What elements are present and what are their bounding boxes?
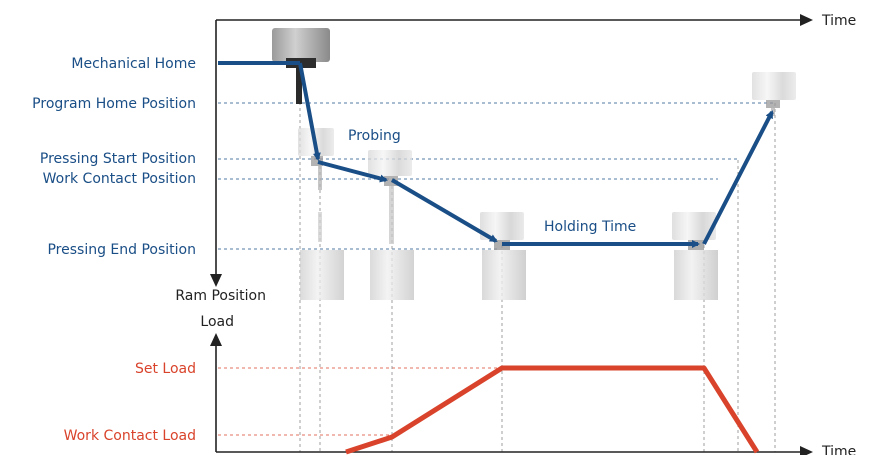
program-home-label: Program Home Position <box>32 96 196 112</box>
time-top-arrowhead <box>800 14 813 26</box>
position-segment-pressing <box>390 178 498 243</box>
position-segment-probing <box>317 160 388 183</box>
position-curve <box>218 61 774 248</box>
time-bottom-arrowhead <box>800 446 813 455</box>
set-load-label: Set Load <box>135 361 196 377</box>
ram-program-home <box>752 72 796 116</box>
load-axis-label: Load <box>200 314 234 330</box>
axes <box>215 19 800 453</box>
time-axis-top-label: Time <box>821 13 856 29</box>
work-contact-label: Work Contact Position <box>43 171 196 187</box>
load-curve <box>345 365 760 455</box>
axis-arrowheads <box>210 14 813 455</box>
ram-pressing-start <box>298 128 344 300</box>
mechanical-home-label: Mechanical Home <box>71 56 196 72</box>
work-contact-load-label: Work Contact Load <box>64 428 196 444</box>
ram-work-contact <box>368 150 414 300</box>
holding-time-label: Holding Time <box>544 219 636 235</box>
time-guides <box>299 60 776 452</box>
ram-holding-end <box>672 212 718 300</box>
ram-position-axis-label: Ram Position <box>175 288 266 304</box>
position-segment-return <box>702 110 774 245</box>
ram-pressing-end <box>480 212 526 300</box>
ram-position-arrowhead <box>210 274 222 287</box>
load-guides <box>218 367 502 436</box>
load-arrowhead <box>210 333 222 346</box>
pressing-end-label: Pressing End Position <box>47 242 196 258</box>
probing-label: Probing <box>348 128 401 144</box>
position-guides <box>218 102 775 250</box>
ram-illustrations <box>272 28 796 300</box>
time-axis-bottom-label: Time <box>821 444 856 455</box>
pressing-start-label: Pressing Start Position <box>40 151 196 167</box>
position-segment-approach <box>298 62 321 161</box>
